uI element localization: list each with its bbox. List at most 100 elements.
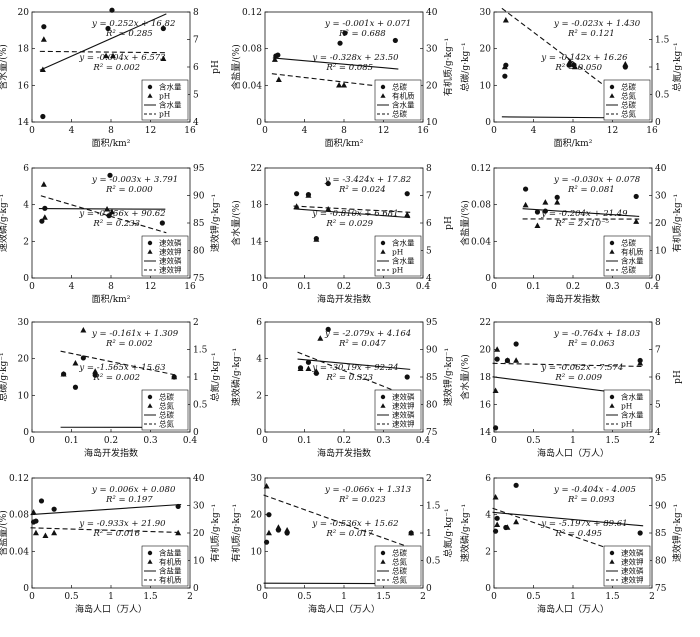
r-squared-label: R² = 0.002 bbox=[92, 63, 140, 73]
x-axis-label: 海岛开发指数 bbox=[317, 447, 371, 459]
legend-marker-triangle bbox=[380, 403, 386, 408]
x-tick-label: 16 bbox=[184, 126, 196, 136]
x-tick-label: 1.5 bbox=[376, 592, 391, 602]
regression-equation: y = -30.19x + 92.24 bbox=[311, 363, 398, 373]
y-left-tick-label: 6 bbox=[256, 318, 262, 328]
r-squared-label: R² = 0.029 bbox=[325, 219, 373, 229]
x-tick-label: 0 bbox=[491, 126, 497, 136]
data-point-circle bbox=[92, 372, 98, 378]
x-tick-label: 0 bbox=[262, 436, 268, 446]
data-point-triangle bbox=[60, 370, 67, 377]
y-right-tick-label: 8 bbox=[426, 164, 432, 174]
x-tick-label: 2 bbox=[420, 592, 426, 602]
x-tick-label: 4 bbox=[302, 126, 308, 136]
y-right-tick-label: 20 bbox=[426, 81, 438, 91]
y-right-tick-label: 4 bbox=[426, 274, 432, 284]
y-left-tick-label: 30 bbox=[480, 8, 492, 18]
data-point-circle bbox=[492, 528, 499, 534]
legend-marker-triangle bbox=[380, 93, 386, 98]
data-point-circle bbox=[637, 530, 643, 536]
y-left-axis-label: 总碳/g·kg⁻¹ bbox=[0, 352, 9, 401]
chart-panel-12: 0 0.5 1 1.5 2 0 2 4 6 75 80 85 90 95 海岛人口（万人） 速效磷/g·kg⁻… bbox=[459, 474, 683, 615]
trend-line-1 bbox=[522, 208, 640, 217]
x-tick-label: 0.2 bbox=[337, 282, 351, 292]
data-point-triangle bbox=[492, 387, 499, 393]
data-point-triangle bbox=[51, 529, 58, 536]
legend-label: 总碳 bbox=[392, 82, 407, 92]
data-point-triangle bbox=[313, 236, 320, 242]
x-tick-label: 4 bbox=[69, 282, 75, 292]
y-right-tick-label: 95 bbox=[655, 474, 667, 484]
legend-marker-triangle bbox=[147, 93, 153, 98]
legend-label: 含盐量 bbox=[159, 566, 182, 576]
regression-equation: y = -0.810x + 6.681 bbox=[311, 209, 398, 219]
legend-label: 总碳 bbox=[392, 566, 407, 576]
y-left-tick-label: 0 bbox=[485, 118, 491, 128]
y-right-tick-label: 75 bbox=[426, 428, 438, 438]
y-right-tick-label: 1 bbox=[655, 63, 661, 73]
y-right-tick-label: 5 bbox=[426, 247, 432, 257]
x-tick-label: 16 bbox=[646, 126, 658, 136]
regression-equation: y = -0.004x + 6.573 bbox=[78, 53, 165, 63]
chart-panel-9: 0 0.5 1 1.5 2 14 16 18 20 22 4 5 6 7 8 海岛人口（万人） 含水量/(%) p… bbox=[459, 318, 683, 459]
x-tick-label: 0.1 bbox=[297, 436, 311, 446]
x-tick-label: 0.3 bbox=[376, 436, 391, 446]
y-left-axis-label: 含水量/(%) bbox=[459, 354, 471, 400]
x-tick-label: 4 bbox=[69, 126, 75, 136]
regression-equation: y = -0.764x + 18.03 bbox=[553, 329, 640, 339]
y-right-tick-label: 95 bbox=[426, 318, 438, 328]
y-left-axis-label: 有机质/g·kg⁻¹ bbox=[230, 504, 242, 562]
data-point-circle bbox=[51, 506, 57, 512]
y-left-tick-label: 14 bbox=[251, 237, 263, 247]
data-point-triangle bbox=[263, 482, 270, 489]
data-point-triangle bbox=[275, 524, 282, 530]
legend-label: 含盐量 bbox=[159, 548, 182, 558]
x-tick-label: 0 bbox=[262, 126, 268, 136]
legend-label: 总氮 bbox=[159, 419, 174, 429]
legend-label: 含水量 bbox=[621, 410, 644, 420]
legend-marker-triangle bbox=[609, 93, 615, 98]
legend-label: 速效磷 bbox=[159, 238, 182, 248]
y-right-tick-label: 0.5 bbox=[426, 557, 441, 567]
x-tick-label: 0.4 bbox=[645, 282, 660, 292]
x-axis-label: 面积/km² bbox=[325, 137, 364, 149]
legend-marker-circle bbox=[609, 84, 615, 90]
legend-label: 总碳 bbox=[159, 410, 174, 420]
y-left-tick-label: 0 bbox=[256, 428, 262, 438]
data-point-triangle bbox=[41, 214, 48, 220]
r-squared-label: R² = 0.197 bbox=[105, 495, 153, 505]
data-point-triangle bbox=[494, 346, 501, 352]
trend-line-1 bbox=[297, 358, 411, 370]
y-left-axis-label: 含水量/(%) bbox=[230, 200, 242, 246]
x-tick-label: 0.2 bbox=[337, 436, 351, 446]
legend-label: 总碳 bbox=[621, 100, 636, 110]
y-right-tick-label: 90 bbox=[193, 192, 205, 202]
y-right-tick-label: 85 bbox=[193, 219, 205, 229]
legend-label: 有机质 bbox=[621, 247, 644, 257]
y-right-tick-label: 0 bbox=[426, 584, 432, 594]
y-left-tick-label: 16 bbox=[480, 401, 492, 411]
y-right-tick-label: 4 bbox=[655, 428, 661, 438]
y-left-tick-label: 4 bbox=[485, 511, 491, 521]
legend-marker-circle bbox=[147, 394, 153, 400]
data-point-circle bbox=[175, 503, 181, 510]
x-tick-label: 4 bbox=[531, 126, 537, 136]
y-left-tick-label: 0.12 bbox=[9, 474, 29, 484]
r-squared-label: R² = 0.323 bbox=[325, 373, 373, 383]
r-squared-label: R² = 0.285 bbox=[105, 29, 153, 39]
y-right-tick-label: 40 bbox=[193, 474, 205, 484]
y-right-tick-label: 1.5 bbox=[193, 346, 208, 356]
y-right-tick-label: 6 bbox=[655, 373, 661, 383]
legend-marker-circle bbox=[147, 240, 153, 246]
y-right-tick-label: 90 bbox=[426, 346, 438, 356]
x-tick-label: 0.3 bbox=[605, 282, 620, 292]
data-point-circle bbox=[39, 218, 45, 224]
data-point-circle bbox=[342, 30, 348, 36]
data-point-triangle bbox=[492, 493, 499, 500]
x-axis-label: 面积/km² bbox=[92, 293, 131, 305]
data-point-circle bbox=[159, 220, 165, 226]
legend-marker-triangle bbox=[147, 249, 153, 254]
legend-marker-circle bbox=[609, 550, 615, 556]
x-tick-label: 0.3 bbox=[376, 282, 391, 292]
x-tick-label: 2 bbox=[649, 436, 655, 446]
